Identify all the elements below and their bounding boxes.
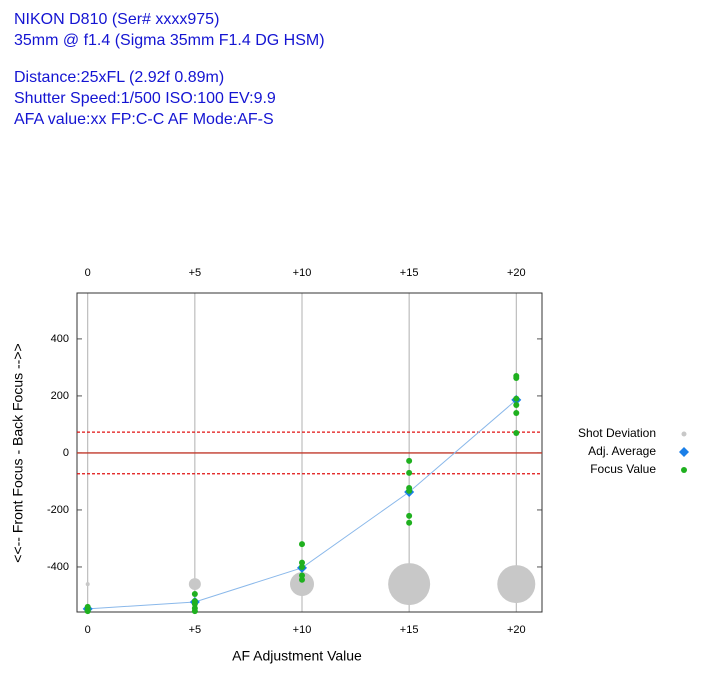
focus-point bbox=[513, 402, 520, 409]
y-tick-label: -400 bbox=[47, 561, 69, 573]
focus-point bbox=[406, 469, 413, 476]
focus-point bbox=[191, 601, 198, 608]
x-tick-label: 0 bbox=[85, 624, 91, 636]
focus-point bbox=[299, 541, 305, 548]
legend-marker bbox=[681, 467, 687, 473]
legend-marker bbox=[681, 431, 687, 437]
x-tick-label-top: 0 bbox=[85, 267, 91, 279]
legend-label: Focus Value bbox=[590, 462, 656, 476]
deviation-bubble bbox=[497, 565, 536, 604]
header-line: NIKON D810 (Ser# xxxx975) bbox=[14, 11, 219, 28]
x-axis-label: AF Adjustment Value bbox=[232, 648, 362, 664]
focus-point bbox=[299, 576, 305, 583]
header-line: Distance:25xFL (2.92f 0.89m) bbox=[14, 69, 224, 86]
deviation-bubble bbox=[188, 578, 201, 591]
focus-point bbox=[513, 395, 520, 402]
focus-point bbox=[513, 429, 520, 436]
x-tick-label: +10 bbox=[293, 624, 312, 636]
x-tick-label: +20 bbox=[507, 624, 526, 636]
deviation-bubble bbox=[388, 563, 431, 606]
x-tick-label-top: +15 bbox=[400, 267, 419, 279]
focus-point bbox=[406, 487, 413, 494]
y-tick-label: 400 bbox=[51, 333, 69, 345]
focus-point bbox=[513, 410, 520, 417]
header-line: Shutter Speed:1/500 ISO:100 EV:9.9 bbox=[14, 90, 276, 107]
x-tick-label-top: +5 bbox=[189, 267, 202, 279]
header-line: 35mm @ f1.4 (Sigma 35mm F1.4 DG HSM) bbox=[14, 32, 325, 49]
focus-point bbox=[406, 457, 413, 464]
focus-point bbox=[191, 591, 198, 598]
x-tick-label: +15 bbox=[400, 624, 419, 636]
focus-point bbox=[191, 608, 198, 615]
header-line: AFA value:xx FP:C-C AF Mode:AF-S bbox=[14, 111, 274, 128]
legend-marker bbox=[679, 447, 689, 457]
focus-point bbox=[406, 519, 413, 526]
legend-label: Adj. Average bbox=[588, 444, 656, 458]
focus-point bbox=[299, 563, 305, 570]
focus-point bbox=[299, 572, 305, 579]
y-tick-label: 200 bbox=[51, 390, 69, 402]
x-tick-label-top: +20 bbox=[507, 267, 526, 279]
y-axis-label: <<-- Front Focus - Back Focus -->> bbox=[10, 343, 26, 562]
focus-point bbox=[84, 608, 91, 615]
focus-point bbox=[513, 374, 520, 381]
deviation-bubble bbox=[85, 582, 90, 587]
focus-point bbox=[299, 559, 305, 566]
legend-label: Shot Deviation bbox=[578, 426, 656, 440]
x-tick-label-top: +10 bbox=[293, 267, 312, 279]
y-tick-label: -200 bbox=[47, 504, 69, 516]
y-tick-label: 0 bbox=[63, 447, 69, 459]
x-tick-label: +5 bbox=[189, 624, 202, 636]
deviation-bubble bbox=[290, 572, 314, 597]
focus-point bbox=[406, 512, 413, 519]
